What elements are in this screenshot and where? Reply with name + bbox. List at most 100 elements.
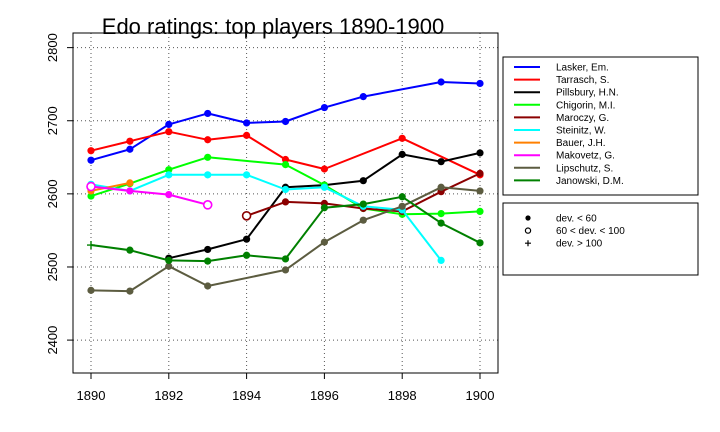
legend-label: Pillsbury, H.N.	[556, 88, 619, 99]
series-9-point	[398, 193, 406, 201]
x-axis: 1890 1892 1894 1896 1898 1900	[77, 372, 495, 403]
y-tick-label: 2600	[45, 179, 60, 208]
legend-label: Steinitz, W.	[556, 126, 606, 137]
series-8-point	[281, 266, 290, 274]
series-9-point	[243, 251, 251, 259]
series-1-point	[320, 165, 328, 173]
series-5-line	[90, 173, 442, 262]
legend-label: Bauer, J.H.	[556, 138, 605, 149]
series-1-point	[126, 137, 134, 145]
marker-legend-box	[502, 202, 699, 276]
series-3-point	[476, 207, 484, 216]
series-0-point	[126, 145, 134, 153]
marker-legend-label: dev. < 60	[556, 214, 597, 225]
series-8-point	[476, 187, 484, 195]
series-4-point	[281, 198, 290, 206]
legend-label: Janowski, D.M.	[556, 176, 624, 187]
series-1-point	[281, 155, 290, 164]
series-2-point	[476, 149, 484, 157]
series-0-point	[281, 117, 290, 126]
series-1-line	[90, 130, 481, 176]
series-8-point	[87, 286, 95, 294]
series-8-point	[359, 216, 367, 224]
series-3-point	[165, 166, 173, 174]
series-9-point-plus	[87, 241, 95, 250]
legend-label: Chigorin, M.I.	[556, 100, 615, 111]
series-legend: Lasker, Em.Tarrasch, S. Pillsbury, H.N.Ch…	[502, 56, 699, 196]
series-2-point	[204, 245, 212, 254]
series-1-point	[398, 134, 406, 142]
x-tick-label: 1892	[154, 388, 183, 403]
series-9-point	[204, 257, 212, 265]
legend-label: Makovetz, G.	[556, 151, 615, 162]
series-0-point	[87, 156, 95, 164]
y-tick-label: 2800	[45, 33, 60, 62]
series-8-point	[398, 202, 406, 210]
series-0-point	[359, 93, 367, 101]
x-tick-label: 1890	[77, 388, 106, 403]
y-tick-label: 2500	[45, 253, 60, 282]
series-3-point	[204, 153, 212, 161]
series-2-point	[398, 150, 406, 158]
chart-title: Edo ratings: top players 1890-1900	[102, 14, 444, 39]
series-7-point-open	[86, 181, 96, 192]
marker-legend-circle	[524, 227, 532, 234]
series-0-point	[320, 103, 328, 112]
series-1-point	[204, 136, 212, 144]
series-5-point	[243, 171, 251, 179]
series-9-point	[437, 219, 445, 227]
series-7-line	[90, 185, 208, 206]
legend-label: Lasker, Em.	[556, 63, 609, 74]
series-9-point	[281, 255, 290, 263]
series-9-point	[476, 239, 484, 247]
series-5-point	[437, 256, 445, 264]
series-7-point	[126, 187, 134, 195]
series-0-point	[165, 120, 173, 128]
y-tick-label: 2700	[45, 106, 60, 135]
series-1-point	[87, 147, 95, 155]
series-6-point	[126, 179, 134, 187]
x-tick-label: 1894	[232, 388, 261, 403]
series-9-line	[90, 195, 481, 263]
marker-legend-label: dev. > 100	[556, 239, 603, 250]
series-8-point	[437, 183, 445, 191]
series-3-line	[90, 156, 481, 216]
x-tick-label: 1898	[388, 388, 417, 403]
series-0-point	[243, 119, 251, 127]
series-3-point	[281, 161, 290, 169]
series-2-point	[359, 177, 367, 185]
x-tick-label: 1900	[466, 388, 495, 403]
series-2-point	[243, 235, 251, 243]
series-2-point	[437, 158, 445, 166]
series-8-line	[90, 186, 481, 293]
marker-legend-dot	[525, 215, 531, 221]
x-tick-label: 1896	[310, 388, 339, 403]
y-axis: 2400 2500 2600 2700 2800	[45, 33, 73, 355]
series-5-point	[204, 171, 212, 179]
series-4-point	[476, 169, 484, 177]
series-0-point	[204, 109, 212, 118]
series-9-point	[320, 204, 328, 212]
series-8-point	[320, 238, 328, 246]
series-3-point	[437, 210, 445, 218]
series-9-point	[359, 200, 367, 208]
series-4-point-open	[241, 210, 252, 221]
series-5-point	[165, 171, 173, 179]
y-tick-label: 2400	[45, 326, 60, 355]
series-9-point	[126, 246, 134, 254]
series-8-point	[126, 287, 134, 295]
series-9-point	[165, 256, 173, 264]
series-8-point	[204, 282, 212, 290]
series-5-point	[281, 185, 290, 194]
marker-legend-label: 60 < dev. < 100	[556, 226, 625, 237]
series-5-point	[320, 183, 328, 191]
legend-label: Tarrasch, S.	[556, 75, 609, 86]
series-1-point	[243, 131, 251, 139]
legend-label: Lipschutz, S.	[556, 163, 613, 174]
series-6-line	[90, 181, 131, 192]
series-layer	[86, 78, 484, 295]
legend-label: Maroczy, G.	[556, 113, 609, 124]
series-7-point-open	[202, 200, 213, 210]
